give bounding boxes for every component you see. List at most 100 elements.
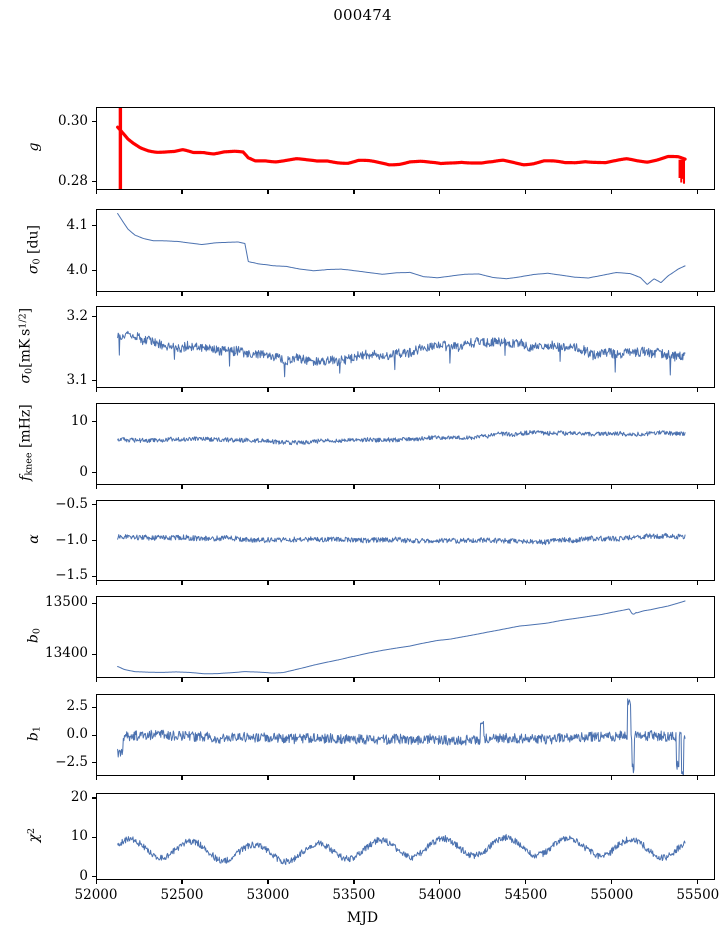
y-tick-label: 0.28 xyxy=(57,172,88,189)
y-axis-label-chi^2: χ2 xyxy=(25,827,43,842)
y-tick-label: 20 xyxy=(70,788,88,805)
x-tickmark xyxy=(611,190,613,194)
x-tickmark xyxy=(353,485,355,489)
y-tick-label: 0.0 xyxy=(66,726,88,742)
x-tickmark xyxy=(267,292,269,296)
x-tickmark xyxy=(439,292,441,296)
y-tick-label: 4.0 xyxy=(66,261,88,278)
x-tickmark xyxy=(267,678,269,682)
y-tickmark xyxy=(92,734,96,736)
series-line-b_0 xyxy=(117,600,686,675)
x-tickmark xyxy=(697,776,699,780)
plot-panel-sigma_0 [mK s^1/2] xyxy=(96,306,715,388)
y-tick-label: −0.5 xyxy=(55,495,88,512)
series-layer xyxy=(117,429,686,446)
y-tickmark xyxy=(92,181,96,183)
x-tick-label: 54000 xyxy=(418,887,462,903)
x-tickmark xyxy=(95,485,97,489)
series-line-alpha xyxy=(117,532,686,546)
x-tickmark xyxy=(697,292,699,296)
plot-panel-b_1 xyxy=(96,694,715,776)
x-tickmark xyxy=(353,678,355,682)
x-tickmark xyxy=(611,880,613,884)
plot-panel-f_knee [mHz] xyxy=(96,403,715,485)
series-layer xyxy=(116,108,687,189)
x-tickmark xyxy=(181,190,183,194)
x-tickmark xyxy=(353,292,355,296)
x-tickmark xyxy=(611,581,613,585)
y-tickmark xyxy=(92,653,96,655)
x-tickmark xyxy=(267,581,269,585)
x-tickmark xyxy=(611,776,613,780)
plot-panel-alpha xyxy=(96,500,715,581)
series-line-g-raw xyxy=(117,125,686,166)
y-tick-label: 13400 xyxy=(45,645,88,662)
x-tickmark xyxy=(697,678,699,682)
x-tickmark xyxy=(525,581,527,585)
x-tickmark xyxy=(353,776,355,780)
x-tickmark xyxy=(181,388,183,392)
y-tick-label: 10 xyxy=(70,828,88,845)
y-tickmark xyxy=(92,225,96,227)
x-tickmark xyxy=(95,880,97,884)
x-tickmark xyxy=(181,678,183,682)
y-tickmark xyxy=(92,836,96,838)
y-tick-label: 0 xyxy=(79,867,88,884)
x-tickmark xyxy=(181,581,183,585)
x-tickmark xyxy=(439,776,441,780)
y-tick-label: 10 xyxy=(70,412,88,429)
x-tickmark xyxy=(611,292,613,296)
x-tickmark xyxy=(697,880,699,884)
x-tickmark xyxy=(95,776,97,780)
x-tickmark xyxy=(353,581,355,585)
y-tickmark xyxy=(92,421,96,423)
plot-panel-g xyxy=(96,107,715,190)
x-tick-label: 55000 xyxy=(590,887,634,903)
x-tickmark xyxy=(439,388,441,392)
x-tick-label: 55500 xyxy=(676,887,720,903)
x-tickmark xyxy=(95,388,97,392)
y-tick-label: 0 xyxy=(79,463,88,480)
x-tickmark xyxy=(353,190,355,194)
plot-panel-sigma_0 [du] xyxy=(96,209,715,292)
x-tickmark xyxy=(697,190,699,194)
y-tickmark xyxy=(92,380,96,382)
x-tickmark xyxy=(95,292,97,296)
y-tickmark xyxy=(92,270,96,272)
y-tick-label: 4.1 xyxy=(66,216,88,233)
x-tickmark xyxy=(267,190,269,194)
y-tickmark xyxy=(92,540,96,542)
x-tickmark xyxy=(181,880,183,884)
x-tickmark xyxy=(697,581,699,585)
series-layer xyxy=(117,212,686,285)
x-tickmark xyxy=(525,292,527,296)
x-tickmark xyxy=(525,678,527,682)
x-tickmark xyxy=(611,388,613,392)
x-tick-label: 54500 xyxy=(504,887,548,903)
figure-title: 000474 xyxy=(333,6,392,24)
x-tick-label: 52000 xyxy=(74,887,118,903)
series-layer xyxy=(117,600,686,675)
y-tickmark xyxy=(92,602,96,604)
y-tick-label: 13500 xyxy=(45,594,88,611)
x-tickmark xyxy=(353,880,355,884)
series-line-g-smoothed xyxy=(116,125,687,167)
y-tickmark xyxy=(92,504,96,506)
y-tickmark xyxy=(92,876,96,878)
y-tickmark xyxy=(92,575,96,577)
x-tickmark xyxy=(181,485,183,489)
y-tickmark xyxy=(92,316,96,318)
x-tickmark xyxy=(181,292,183,296)
y-tick-label: −1.5 xyxy=(55,567,88,584)
series-line-b1 xyxy=(117,698,686,775)
series-layer xyxy=(117,698,686,775)
x-tick-label: 53000 xyxy=(246,887,290,903)
x-tickmark xyxy=(525,388,527,392)
series-layer xyxy=(117,532,686,546)
y-tickmark xyxy=(92,472,96,474)
x-tickmark xyxy=(353,388,355,392)
x-tickmark xyxy=(525,190,527,194)
series-line-sigma_0 [du] xyxy=(117,212,686,285)
y-tick-label: −2.5 xyxy=(55,753,88,770)
x-tickmark xyxy=(267,388,269,392)
